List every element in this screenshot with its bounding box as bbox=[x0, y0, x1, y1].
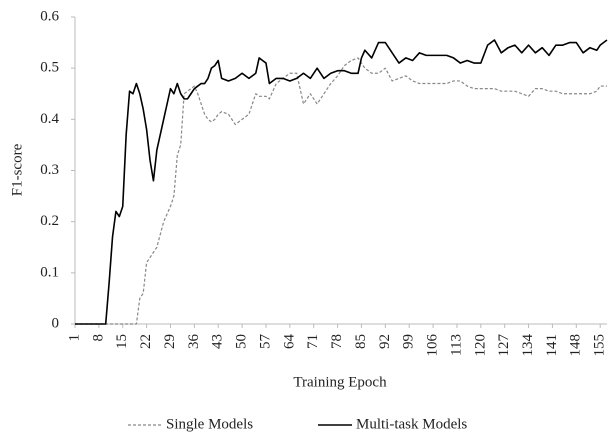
x-tick-label: 22 bbox=[138, 334, 154, 349]
x-axis-title: Training Epoch bbox=[293, 374, 387, 390]
y-tick-label: 0 bbox=[52, 315, 60, 331]
x-tick-label: 78 bbox=[329, 334, 345, 349]
x-tick-label: 113 bbox=[448, 334, 464, 356]
x-tick-label: 148 bbox=[568, 334, 584, 357]
legend-label: Single Models bbox=[166, 416, 253, 432]
series-line bbox=[75, 39, 608, 325]
y-tick-label: 0.5 bbox=[40, 60, 59, 76]
y-tick-label: 0.1 bbox=[40, 264, 59, 280]
x-tick-label: 1 bbox=[66, 334, 82, 342]
x-tick-label: 71 bbox=[305, 334, 321, 349]
y-tick-label: 0.4 bbox=[40, 111, 59, 127]
x-tick-label: 127 bbox=[496, 334, 512, 357]
y-tick-label: 0.6 bbox=[40, 8, 59, 24]
x-tick-label: 29 bbox=[162, 334, 178, 349]
x-tick-label: 15 bbox=[114, 334, 130, 349]
x-tick-label: 155 bbox=[592, 334, 608, 357]
x-tick-label: 85 bbox=[353, 334, 369, 349]
x-tick-label: 8 bbox=[90, 334, 106, 342]
series-line bbox=[75, 57, 607, 325]
y-tick-label: 0.2 bbox=[40, 213, 59, 229]
x-tick-label: 57 bbox=[257, 334, 273, 350]
y-tick-label: 0.3 bbox=[40, 162, 59, 178]
y-axis-title: F1-score bbox=[9, 143, 25, 196]
x-tick-label: 50 bbox=[234, 334, 250, 349]
legend-label: Multi-task Models bbox=[356, 416, 467, 432]
x-tick-label: 99 bbox=[401, 334, 417, 349]
x-tick-label: 36 bbox=[186, 334, 202, 350]
x-tick-label: 106 bbox=[425, 334, 441, 357]
x-tick-label: 92 bbox=[377, 334, 393, 349]
x-tick-label: 141 bbox=[544, 334, 560, 357]
x-tick-label: 120 bbox=[472, 334, 488, 357]
x-tick-label: 43 bbox=[210, 334, 226, 349]
x-tick-label: 64 bbox=[281, 334, 297, 350]
x-tick-label: 134 bbox=[520, 334, 536, 357]
